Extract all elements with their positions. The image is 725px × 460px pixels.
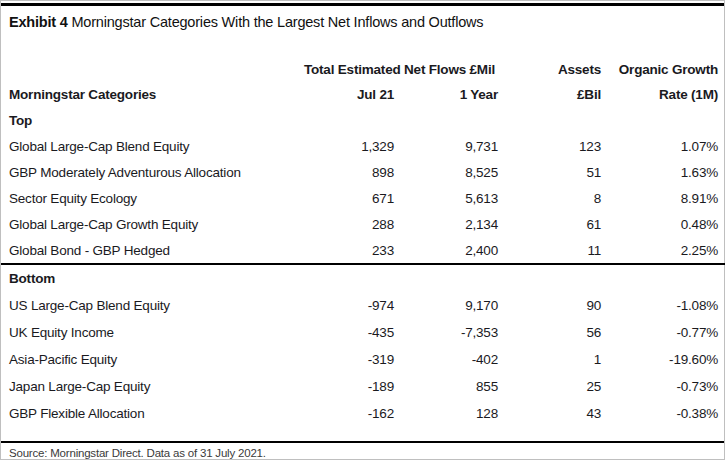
exhibit-page: Exhibit 4 Morningstar Categories With th… — [0, 0, 725, 460]
year1-cell: -402 — [394, 346, 498, 373]
jul21-cell: 233 — [301, 237, 394, 264]
group-header-growth: Organic Growth — [601, 57, 725, 81]
year1-cell: 2,134 — [394, 211, 498, 237]
growth-cell: 1.07% — [601, 133, 725, 159]
exhibit-title: Exhibit 4 Morningstar Categories With th… — [1, 6, 724, 32]
jul21-cell: -319 — [301, 346, 394, 373]
table-row: Global Large-Cap Blend Equity 1,329 9,73… — [1, 133, 725, 159]
jul21-cell: -974 — [301, 292, 394, 319]
jul21-cell: -435 — [301, 319, 394, 346]
table-row: Global Bond - GBP Hedged 233 2,400 11 2.… — [1, 237, 725, 264]
category-cell: GBP Moderately Adventurous Allocation — [1, 159, 301, 185]
assets-cell: 51 — [498, 159, 601, 185]
year1-cell: -7,353 — [394, 319, 498, 346]
group-header-assets: Assets — [498, 57, 601, 81]
assets-cell: 25 — [498, 373, 601, 400]
jul21-cell: -189 — [301, 373, 394, 400]
growth-cell: -0.38% — [601, 400, 725, 427]
table-header: Total Estimated Net Flows £Mil Assets Or… — [1, 57, 725, 107]
table-row: UK Equity Income -435 -7,353 56 -0.77% — [1, 319, 725, 346]
section-label-row-top: Top — [1, 107, 725, 133]
top-section-body: Top Global Large-Cap Blend Equity 1,329 … — [1, 107, 725, 264]
growth-cell: 1.63% — [601, 159, 725, 185]
growth-cell: 0.48% — [601, 211, 725, 237]
flows-table: Total Estimated Net Flows £Mil Assets Or… — [1, 57, 725, 427]
table-row: GBP Flexible Allocation -162 128 43 -0.3… — [1, 400, 725, 427]
assets-cell: 56 — [498, 319, 601, 346]
category-cell: Global Large-Cap Blend Equity — [1, 133, 301, 159]
jul21-cell: 1,329 — [301, 133, 394, 159]
col-header-1year: 1 Year — [394, 81, 498, 107]
growth-cell: -0.73% — [601, 373, 725, 400]
table-row: Asia-Pacific Equity -319 -402 1 -19.60% — [1, 346, 725, 373]
assets-cell: 8 — [498, 185, 601, 211]
table-row: Sector Equity Ecology 671 5,613 8 8.91% — [1, 185, 725, 211]
year1-cell: 9,170 — [394, 292, 498, 319]
jul21-cell: 288 — [301, 211, 394, 237]
group-header-net-flows: Total Estimated Net Flows £Mil — [301, 57, 498, 81]
year1-cell: 8,525 — [394, 159, 498, 185]
assets-cell: 61 — [498, 211, 601, 237]
year1-cell: 5,613 — [394, 185, 498, 211]
growth-cell: -19.60% — [601, 346, 725, 373]
section-label-top: Top — [1, 107, 725, 133]
year1-cell: 2,400 — [394, 237, 498, 264]
year1-cell: 128 — [394, 400, 498, 427]
jul21-cell: -162 — [301, 400, 394, 427]
table-row: US Large-Cap Blend Equity -974 9,170 90 … — [1, 292, 725, 319]
bottom-section-body: Bottom US Large-Cap Blend Equity -974 9,… — [1, 264, 725, 427]
year1-cell: 9,731 — [394, 133, 498, 159]
source-note: Source: Morningstar Direct. Data as of 3… — [1, 443, 724, 459]
category-cell: Global Large-Cap Growth Equity — [1, 211, 301, 237]
assets-cell: 43 — [498, 400, 601, 427]
section-label-row-bottom: Bottom — [1, 264, 725, 292]
assets-cell: 11 — [498, 237, 601, 264]
category-cell: Global Bond - GBP Hedged — [1, 237, 301, 264]
year1-cell: 855 — [394, 373, 498, 400]
exhibit-title-text: Morningstar Categories With the Largest … — [71, 14, 483, 30]
table-row: GBP Moderately Adventurous Allocation 89… — [1, 159, 725, 185]
category-cell: UK Equity Income — [1, 319, 301, 346]
section-label-bottom: Bottom — [1, 264, 725, 292]
group-header-row: Total Estimated Net Flows £Mil Assets Or… — [1, 57, 725, 81]
growth-cell: 2.25% — [601, 237, 725, 264]
category-cell: Asia-Pacific Equity — [1, 346, 301, 373]
jul21-cell: 898 — [301, 159, 394, 185]
column-header-row: Morningstar Categories Jul 21 1 Year £Bi… — [1, 81, 725, 107]
category-cell: Sector Equity Ecology — [1, 185, 301, 211]
table-row: Global Large-Cap Growth Equity 288 2,134… — [1, 211, 725, 237]
growth-cell: -1.08% — [601, 292, 725, 319]
exhibit-number: Exhibit 4 — [9, 14, 68, 30]
group-header-spacer — [1, 57, 301, 81]
growth-cell: -0.77% — [601, 319, 725, 346]
assets-cell: 1 — [498, 346, 601, 373]
col-header-jul21: Jul 21 — [301, 81, 394, 107]
jul21-cell: 671 — [301, 185, 394, 211]
category-cell: GBP Flexible Allocation — [1, 400, 301, 427]
table-row: Japan Large-Cap Equity -189 855 25 -0.73… — [1, 373, 725, 400]
category-cell: Japan Large-Cap Equity — [1, 373, 301, 400]
category-cell: US Large-Cap Blend Equity — [1, 292, 301, 319]
col-header-categories: Morningstar Categories — [1, 81, 301, 107]
assets-cell: 90 — [498, 292, 601, 319]
growth-cell: 8.91% — [601, 185, 725, 211]
col-header-rate1m: Rate (1M) — [601, 81, 725, 107]
col-header-gbil: £Bil — [498, 81, 601, 107]
assets-cell: 123 — [498, 133, 601, 159]
